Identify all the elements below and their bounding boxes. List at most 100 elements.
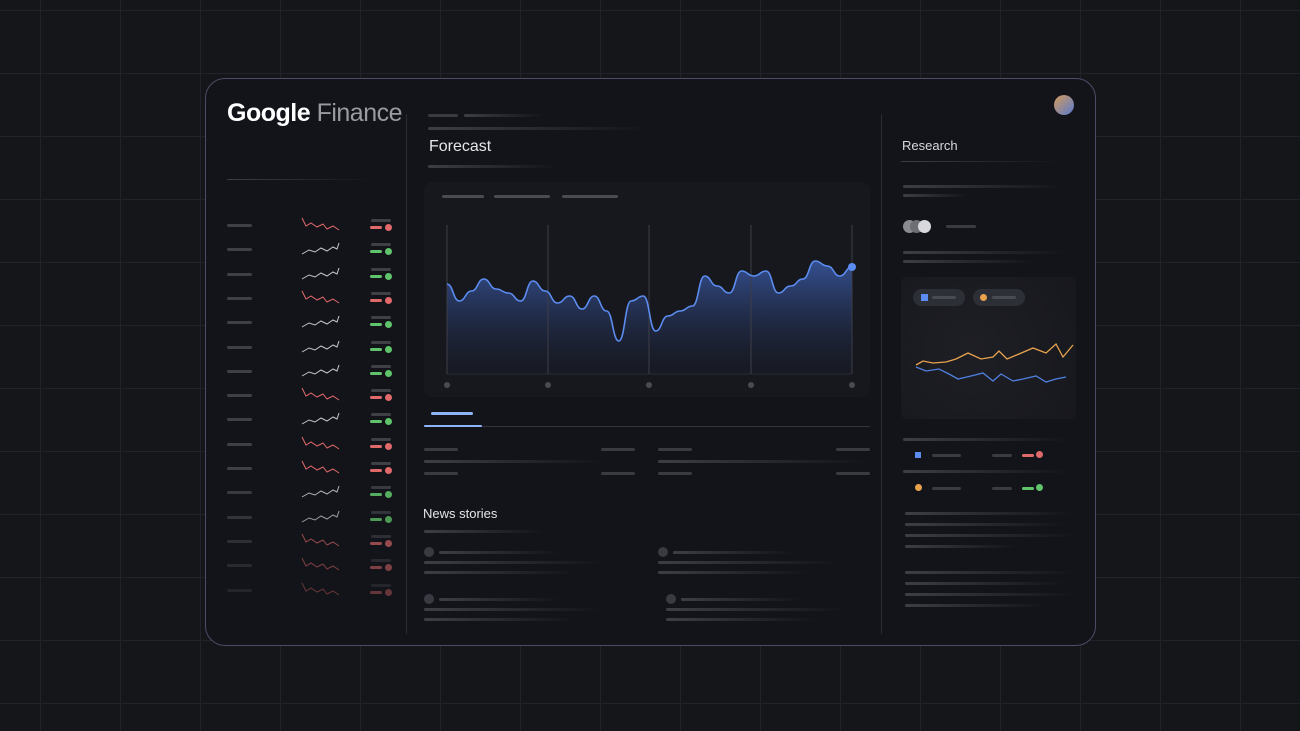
sparkline: [301, 582, 340, 595]
placeholder: [227, 588, 252, 592]
change-indicator: [370, 250, 382, 254]
app-window: Google Finance Forecast News stories Res…: [205, 78, 1096, 646]
change-indicator: [370, 298, 382, 302]
placeholder: [227, 539, 252, 543]
divider: [227, 179, 372, 180]
watchlist-row[interactable]: [227, 290, 397, 306]
down-icon: [385, 442, 392, 450]
watchlist-row[interactable]: [227, 266, 397, 282]
placeholder: [992, 487, 1012, 490]
placeholder: [836, 472, 870, 475]
change-indicator: [370, 396, 382, 400]
chart-tab[interactable]: [442, 195, 484, 198]
sparkline: [301, 510, 340, 523]
placeholder: [227, 515, 252, 519]
legend-orange[interactable]: [973, 289, 1025, 306]
chart-tab[interactable]: [494, 195, 550, 198]
comparison-svg: [915, 342, 1074, 383]
placeholder: [371, 583, 391, 587]
legend-blue[interactable]: [913, 289, 965, 306]
placeholder: [673, 551, 793, 554]
placeholder: [424, 448, 458, 451]
sparkline: [301, 533, 340, 547]
placeholder: [932, 487, 961, 490]
legend-label: [992, 296, 1016, 299]
watchlist-row[interactable]: [227, 363, 397, 379]
watchlist-row[interactable]: [227, 411, 397, 427]
placeholder: [905, 523, 1065, 526]
change-indicator: [370, 323, 382, 327]
sparkline: [301, 387, 340, 401]
placeholder: [424, 608, 604, 611]
watchlist-row[interactable]: [227, 241, 397, 257]
placeholder: [371, 462, 391, 465]
research-title: Research: [902, 138, 958, 153]
placeholder: [227, 491, 252, 495]
placeholder: [371, 389, 391, 393]
change-indicator: [370, 493, 382, 497]
news-source-icon: [424, 547, 434, 557]
placeholder: [905, 545, 1015, 548]
watchlist-row[interactable]: [227, 509, 397, 525]
placeholder: [903, 438, 1068, 441]
placeholder: [424, 472, 458, 475]
tab-active[interactable]: [431, 412, 473, 415]
placeholder: [227, 272, 252, 276]
watchlist-row[interactable]: [227, 314, 397, 330]
up-icon: [385, 491, 392, 499]
placeholder: [439, 551, 559, 554]
placeholder: [601, 448, 635, 451]
placeholder: [424, 530, 544, 533]
watchlist-row[interactable]: [227, 557, 397, 573]
google-finance-logo[interactable]: Google Finance: [227, 99, 403, 127]
sparkline: [301, 486, 340, 498]
placeholder: [227, 564, 252, 568]
circle-icon: [980, 294, 987, 301]
news-source-icon: [666, 594, 676, 604]
up-icon: [385, 321, 392, 329]
placeholder: [992, 454, 1012, 457]
avatar[interactable]: [1054, 95, 1074, 115]
placeholder: [227, 248, 252, 252]
placeholder: [371, 364, 391, 368]
watchlist-row[interactable]: [227, 460, 397, 476]
tab-indicator: [424, 425, 482, 427]
x-tick-dot: [444, 382, 450, 388]
current-point: [848, 263, 856, 271]
change-indicator: [370, 566, 382, 570]
forecast-svg: [444, 225, 856, 388]
placeholder: [227, 442, 252, 446]
change-indicator: [370, 541, 382, 545]
watchlist-row[interactable]: [227, 582, 397, 598]
placeholder: [227, 369, 252, 373]
placeholder: [905, 512, 1075, 515]
watchlist-row[interactable]: [227, 484, 397, 500]
placeholder: [932, 454, 961, 457]
avatar-icon: [918, 220, 931, 233]
placeholder: [428, 114, 458, 117]
up-icon: [1036, 484, 1043, 491]
down-icon: [385, 224, 392, 231]
news-source-icon: [424, 594, 434, 604]
placeholder: [658, 571, 808, 574]
change-indicator: [370, 444, 382, 448]
divider: [424, 426, 870, 427]
circle-icon: [915, 484, 922, 491]
change-indicator: [370, 274, 382, 278]
watchlist-row[interactable]: [227, 217, 397, 233]
up-icon: [385, 515, 392, 523]
chart-tab[interactable]: [562, 195, 618, 198]
watchlist-row[interactable]: [227, 533, 397, 549]
placeholder: [371, 316, 391, 320]
watchlist-row[interactable]: [227, 436, 397, 452]
watchlist-row[interactable]: [227, 387, 397, 403]
down-icon: [385, 394, 392, 402]
placeholder: [905, 534, 1075, 537]
watchlist-row[interactable]: [227, 339, 397, 355]
placeholder: [658, 448, 692, 451]
placeholder: [371, 437, 391, 441]
up-icon: [385, 272, 392, 280]
placeholder: [428, 127, 648, 130]
sparkline: [301, 340, 340, 352]
blue-series: [915, 366, 1067, 383]
